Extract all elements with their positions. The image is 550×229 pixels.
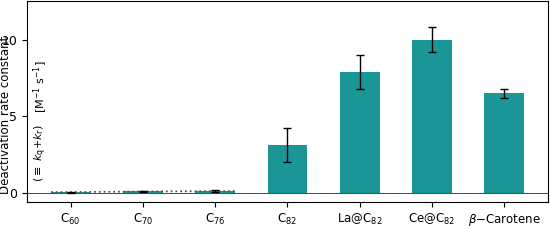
Bar <box>51 192 90 193</box>
Bar <box>485 93 524 193</box>
Text: [M$^{-1}$ s$^{-1}$]: [M$^{-1}$ s$^{-1}$] <box>32 61 51 113</box>
Bar <box>195 191 235 193</box>
Text: Deactivation rate constant: Deactivation rate constant <box>0 35 12 194</box>
Bar <box>123 191 163 193</box>
Bar <box>340 72 379 193</box>
Bar <box>267 145 307 193</box>
Text: ($\equiv$ $k_{\rm q}$+$k_{\rm r}$): ($\equiv$ $k_{\rm q}$+$k_{\rm r}$) <box>33 125 50 182</box>
Bar <box>412 40 452 193</box>
